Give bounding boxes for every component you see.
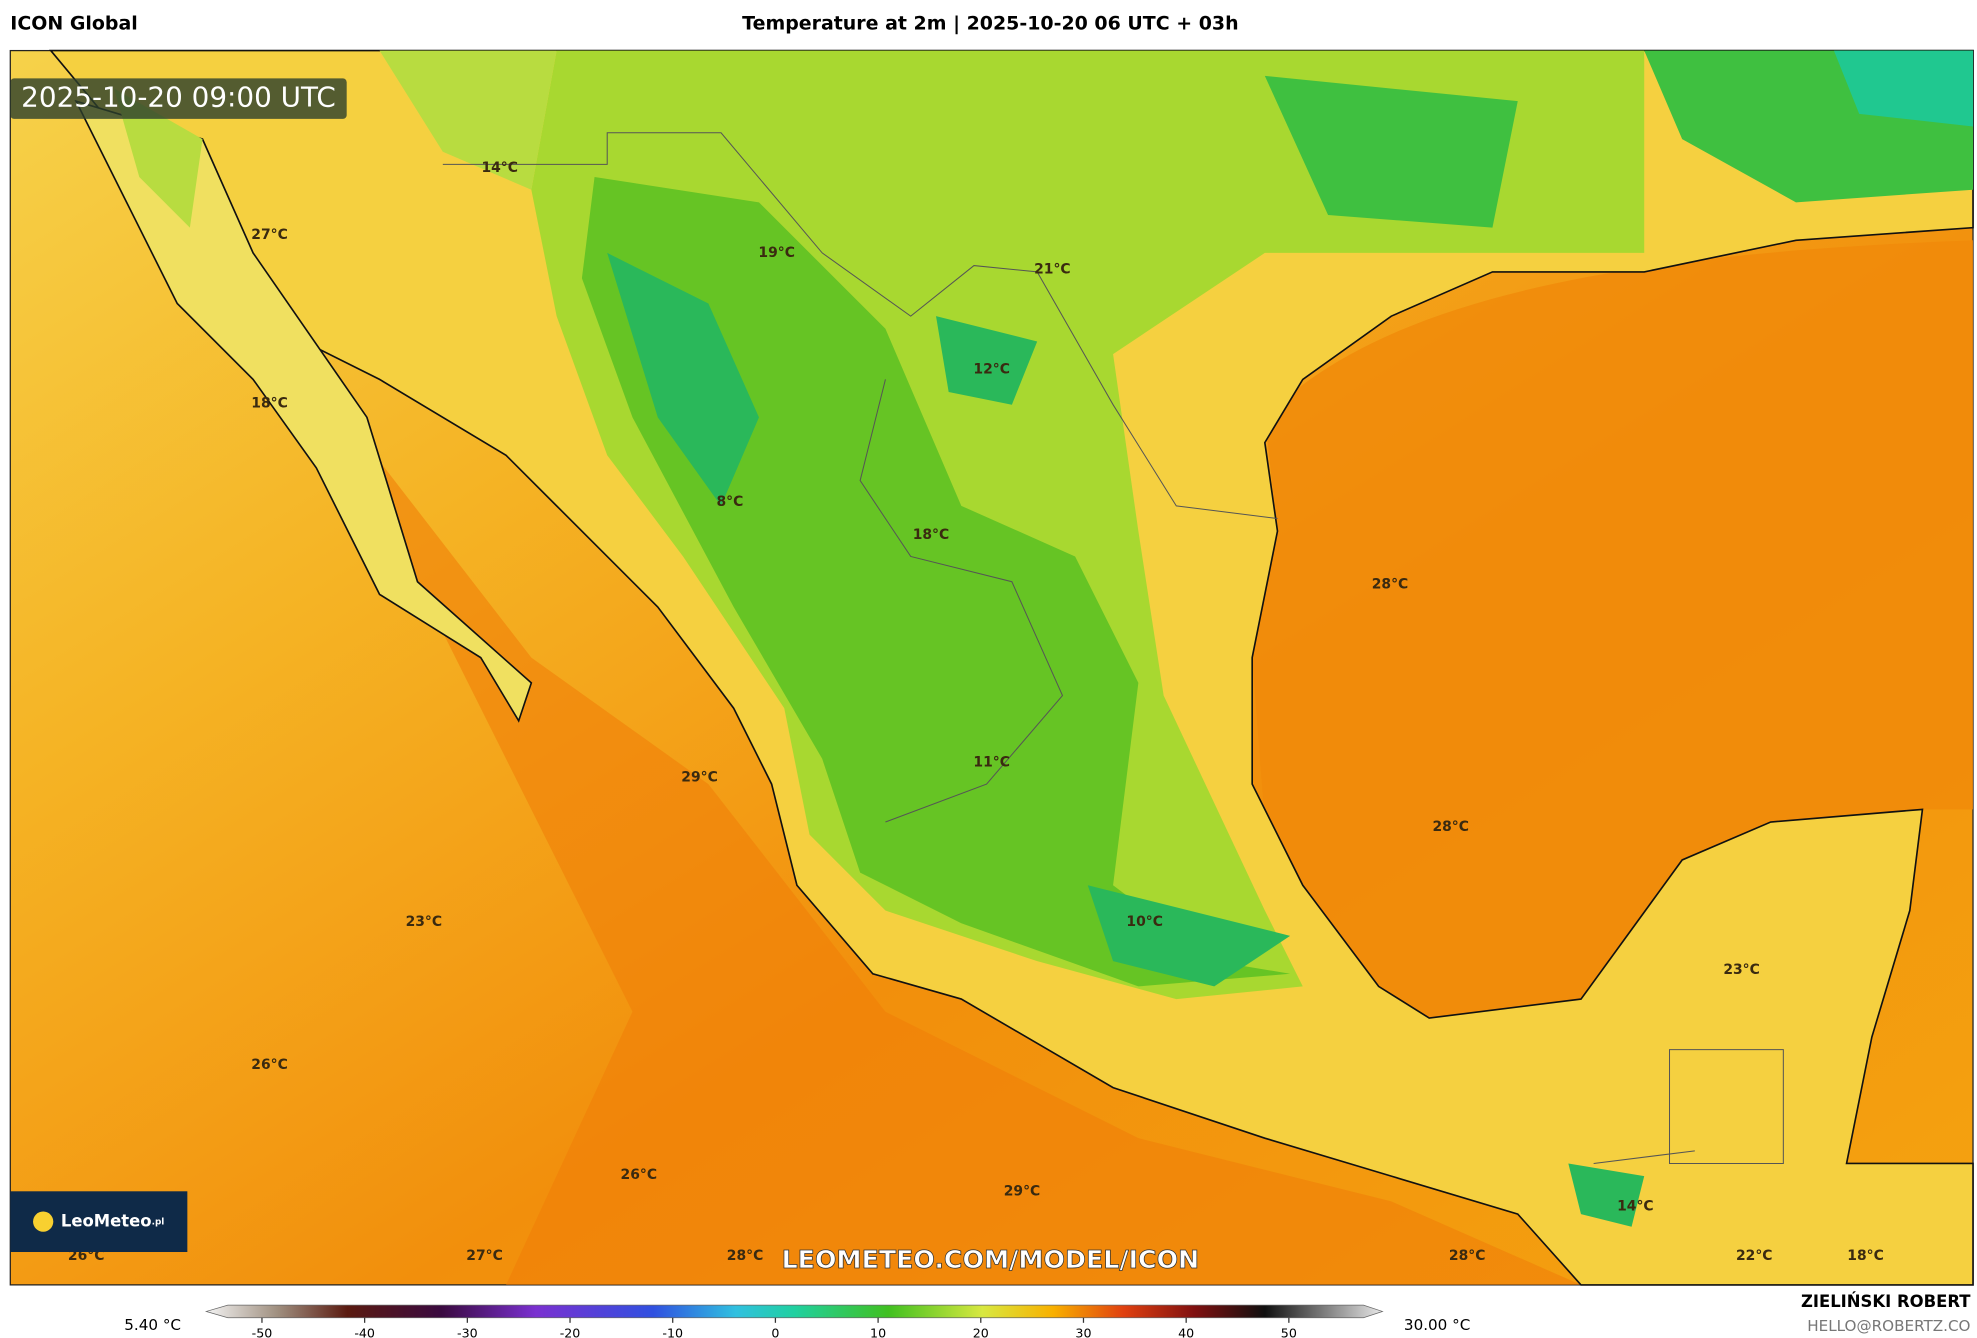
colorbar-tick-label: 50 bbox=[1281, 1326, 1297, 1338]
temp-label: 14°C bbox=[1617, 1198, 1654, 1214]
temp-label: 29°C bbox=[1004, 1183, 1041, 1199]
temp-label: 21°C bbox=[1034, 261, 1071, 277]
timestamp: 2025-10-20 09:00 UTC bbox=[21, 81, 336, 114]
logo-sun bbox=[33, 1211, 54, 1232]
watermark: LEOMETEO.COM/MODEL/ICON bbox=[782, 1245, 1200, 1274]
colorbar-tick-label: -40 bbox=[354, 1326, 375, 1338]
temp-label: 19°C bbox=[758, 245, 795, 261]
temp-label: 28°C bbox=[727, 1248, 764, 1264]
colorbar-min: 5.40 °C bbox=[124, 1316, 181, 1334]
temp-label: 23°C bbox=[1723, 962, 1760, 978]
colorbar bbox=[204, 1304, 1384, 1319]
map-labels: 14°C 27°C 19°C 21°C 12°C 18°C 8°C 18°C 28°C 29°C 1… bbox=[68, 160, 1884, 1264]
colorbar-tick-label: 20 bbox=[973, 1326, 989, 1338]
logo-brand: LeoMeteo bbox=[61, 1211, 152, 1230]
logo-suffix: .pl bbox=[152, 1217, 165, 1227]
colorbar-tick-label: -10 bbox=[662, 1326, 683, 1338]
author: ZIELIŃSKI ROBERT bbox=[1801, 1292, 1971, 1311]
temp-label: 27°C bbox=[251, 227, 288, 243]
timestamp-box bbox=[10, 78, 347, 119]
temp-label: 8°C bbox=[716, 494, 743, 510]
temp-label: 10°C bbox=[1126, 914, 1163, 930]
colorbar-tick-label: 30 bbox=[1075, 1326, 1091, 1338]
logo-text: LeoMeteo.pl bbox=[61, 1211, 164, 1230]
temp-label: 11°C bbox=[973, 755, 1010, 771]
temp-label: 23°C bbox=[406, 914, 443, 930]
temp-label: 22°C bbox=[1736, 1248, 1773, 1264]
temp-label: 27°C bbox=[466, 1248, 503, 1264]
colorbar-tick-label: -30 bbox=[457, 1326, 478, 1338]
colorbar-ticks: -50 -40 -30 -20 -10 0 10 20 30 40 50 bbox=[252, 1317, 1297, 1338]
temp-label: 26°C bbox=[251, 1057, 288, 1073]
temp-label: 29°C bbox=[681, 770, 718, 786]
model-name: ICON Global bbox=[10, 13, 137, 35]
temp-label: 28°C bbox=[1449, 1248, 1486, 1264]
contact: HELLO@ROBERTZ.CO bbox=[1807, 1317, 1970, 1335]
map-title: Temperature at 2m | 2025-10-20 06 UTC + … bbox=[742, 13, 1238, 35]
temp-label: 26°C bbox=[621, 1167, 658, 1183]
temp-label: 18°C bbox=[913, 527, 950, 543]
colorbar-tick-label: -20 bbox=[560, 1326, 581, 1338]
colorbar-tick-label: 40 bbox=[1178, 1326, 1194, 1338]
colorbar-tick-label: 0 bbox=[771, 1326, 779, 1338]
temp-label: 14°C bbox=[481, 160, 518, 176]
colorbar-tick-label: -50 bbox=[252, 1326, 273, 1338]
map bbox=[9, 49, 1974, 1286]
colorbar-max: 30.00 °C bbox=[1404, 1316, 1470, 1334]
temp-label: 18°C bbox=[1847, 1248, 1884, 1264]
temp-label: 18°C bbox=[251, 395, 288, 411]
temp-label: 28°C bbox=[1432, 819, 1469, 835]
colorbar-tick-label: 10 bbox=[870, 1326, 886, 1338]
temp-label: 28°C bbox=[1372, 576, 1409, 592]
temp-label: 12°C bbox=[973, 361, 1010, 377]
